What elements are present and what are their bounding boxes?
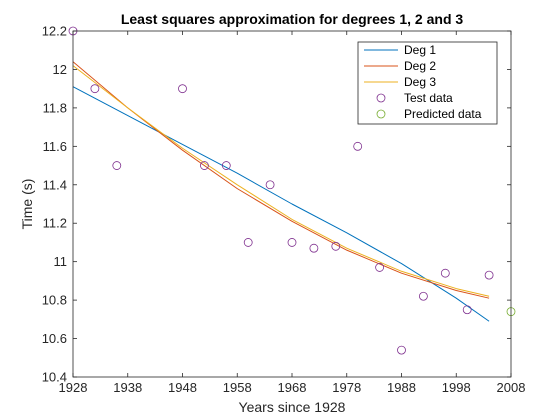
y-tick-label: 10.8 bbox=[42, 293, 67, 308]
point-test-data bbox=[112, 161, 122, 170]
y-tick-label: 10.4 bbox=[42, 370, 67, 385]
y-tick-label: 11.8 bbox=[43, 100, 67, 115]
point-test-data bbox=[265, 180, 275, 190]
x-axis-ticks: 1928 1938 1948 1958 1968 1978 1988 1998 2008 bbox=[59, 31, 526, 395]
series-line-deg-3 bbox=[73, 65, 490, 297]
series-line-deg-2 bbox=[73, 61, 490, 299]
point-test-data bbox=[221, 161, 231, 170]
point-test-data bbox=[462, 305, 472, 315]
point-test-data bbox=[397, 345, 406, 355]
point-test-data bbox=[287, 238, 297, 247]
x-tick-label: 1978 bbox=[332, 380, 361, 395]
legend: Deg 1 Deg 2 Deg 3 Test data Predicted da… bbox=[357, 41, 498, 125]
point-test-data bbox=[440, 268, 450, 278]
point-test-data bbox=[90, 84, 100, 94]
x-tick-label: 1998 bbox=[442, 380, 471, 395]
y-tick-label: 11.4 bbox=[43, 177, 67, 192]
legend-marker-predicted-data bbox=[376, 109, 386, 119]
legend-marker-test-data bbox=[376, 93, 386, 103]
x-tick-label: 1928 bbox=[59, 380, 88, 395]
legend-label-predicted-data: Predicted data bbox=[404, 107, 482, 121]
chart-title: Least squares approximation for degrees … bbox=[121, 11, 464, 27]
y-tick-label: 12 bbox=[53, 62, 67, 77]
point-test-data bbox=[353, 141, 363, 151]
x-tick-label: 1958 bbox=[223, 380, 252, 395]
point-test-data bbox=[178, 84, 187, 94]
y-tick-label: 10.6 bbox=[42, 331, 67, 346]
point-test-data bbox=[418, 291, 428, 301]
x-tick-label: 1988 bbox=[387, 380, 416, 395]
y-tick-label: 12.2 bbox=[42, 24, 67, 39]
data-points bbox=[68, 26, 516, 355]
legend-label-test-data: Test data bbox=[404, 91, 453, 105]
series-line-deg-1 bbox=[73, 86, 490, 322]
x-tick-label: 1968 bbox=[278, 380, 307, 395]
legend-label-deg-2: Deg 2 bbox=[404, 59, 436, 73]
x-tick-label: 2008 bbox=[497, 380, 526, 395]
x-axis-title: Years since 1928 bbox=[239, 399, 346, 415]
legend-label-deg-3: Deg 3 bbox=[404, 75, 436, 89]
x-tick-label: 1938 bbox=[113, 380, 142, 395]
point-test-data bbox=[243, 238, 253, 247]
x-tick-label: 1948 bbox=[168, 380, 197, 395]
y-tick-label: 11 bbox=[54, 254, 68, 269]
legend-label-deg-1: Deg 1 bbox=[404, 43, 436, 57]
y-tick-label: 11.6 bbox=[43, 139, 67, 154]
point-test-data bbox=[331, 241, 341, 251]
point-test-data bbox=[199, 161, 209, 170]
y-tick-label: 11.2 bbox=[43, 216, 67, 231]
point-test-data bbox=[309, 243, 319, 253]
y-axis-ticks: 10.4 10.6 10.8 11 11.2 11.4 11.6 11.8 12 12.2 bbox=[42, 24, 511, 385]
fit-lines bbox=[73, 61, 490, 322]
point-test-data bbox=[484, 270, 494, 280]
y-axis-title: Time (s) bbox=[19, 179, 35, 230]
point-test-data bbox=[375, 263, 385, 272]
